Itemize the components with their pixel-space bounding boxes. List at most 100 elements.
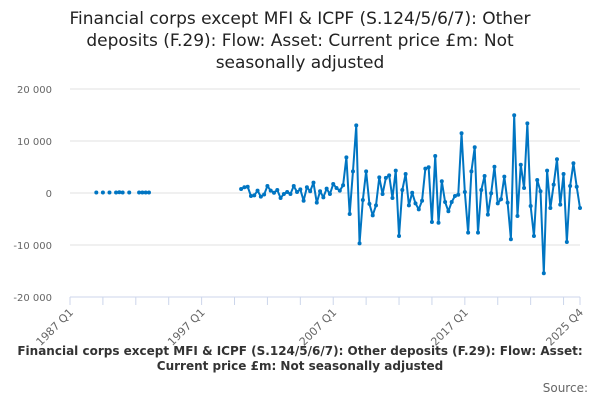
data-point — [367, 201, 372, 206]
data-point — [140, 190, 145, 195]
data-point — [285, 189, 290, 194]
data-point — [387, 173, 392, 178]
source-label: Source: — [542, 381, 588, 395]
y-tick-label: -10 000 — [13, 241, 52, 252]
data-point — [288, 192, 293, 197]
data-point — [100, 190, 105, 195]
data-point — [456, 192, 461, 197]
data-point — [268, 188, 273, 193]
data-point — [446, 209, 451, 214]
data-point — [239, 186, 244, 191]
data-point — [357, 241, 362, 246]
data-point — [406, 203, 411, 208]
data-point — [314, 200, 319, 205]
data-point — [258, 194, 263, 199]
data-point — [291, 183, 296, 188]
data-point — [380, 192, 385, 197]
data-point — [505, 200, 510, 205]
data-point — [324, 186, 329, 191]
data-point — [568, 183, 573, 188]
data-point — [295, 189, 300, 194]
data-point — [469, 169, 474, 174]
data-point — [94, 190, 99, 195]
data-point — [443, 199, 448, 204]
data-point — [558, 202, 563, 207]
data-point — [522, 186, 527, 191]
data-point — [344, 155, 349, 160]
data-point — [482, 173, 487, 178]
data-point — [502, 174, 507, 179]
data-point — [281, 192, 286, 197]
data-point — [311, 180, 316, 185]
data-point — [449, 199, 454, 204]
data-point — [360, 198, 365, 203]
data-point — [466, 230, 471, 235]
data-point — [321, 195, 326, 200]
data-point — [499, 197, 504, 202]
data-point — [107, 190, 112, 195]
data-point — [492, 164, 497, 169]
data-point — [318, 189, 323, 194]
data-point — [397, 234, 402, 239]
data-point — [489, 191, 494, 196]
data-point — [410, 190, 415, 195]
x-tick-label: 2007 Q1 — [297, 306, 340, 349]
data-point — [574, 184, 579, 189]
data-point — [304, 185, 309, 190]
data-point — [117, 190, 122, 195]
data-point — [114, 190, 119, 195]
y-tick-label: 20 000 — [17, 85, 52, 96]
data-point — [341, 183, 346, 188]
data-point — [525, 121, 530, 126]
data-point — [331, 182, 336, 187]
data-point — [426, 165, 431, 170]
x-tick-label: 1997 Q1 — [165, 306, 208, 349]
data-point — [564, 239, 569, 244]
data-point — [364, 169, 369, 174]
data-point — [370, 213, 375, 218]
data-point — [337, 188, 342, 193]
data-point — [272, 190, 276, 195]
data-point — [541, 271, 546, 276]
data-point — [571, 161, 576, 166]
y-tick-label: 0 — [46, 189, 52, 200]
x-tick-label: 1987 Q1 — [34, 306, 77, 349]
y-tick-label: -20 000 — [13, 293, 52, 304]
data-point — [548, 205, 553, 210]
data-point — [255, 188, 260, 193]
data-point — [495, 201, 500, 206]
data-point — [127, 190, 132, 195]
data-point — [479, 187, 484, 192]
data-point — [538, 189, 543, 194]
data-point — [242, 185, 247, 190]
data-point — [518, 162, 523, 167]
data-point — [334, 186, 339, 191]
data-point — [262, 192, 267, 197]
data-point — [278, 195, 283, 200]
data-point — [485, 212, 490, 217]
data-point — [383, 175, 388, 180]
x-tick-label: 2017 Q1 — [428, 306, 471, 349]
data-point — [535, 178, 540, 182]
data-point — [248, 194, 253, 199]
data-point — [545, 168, 550, 173]
data-point — [413, 201, 418, 206]
data-point — [393, 168, 398, 173]
data-point — [374, 203, 378, 208]
data-point — [120, 190, 125, 195]
data-point — [561, 172, 566, 177]
x-tick-label: 2025 Q4 — [544, 306, 587, 349]
data-point — [512, 113, 517, 118]
data-point — [452, 194, 457, 199]
data-point — [459, 131, 464, 136]
data-point — [137, 190, 142, 195]
data-point — [551, 182, 556, 187]
data-point — [265, 183, 270, 188]
data-point — [515, 213, 520, 218]
data-point — [390, 195, 395, 200]
data-point — [252, 193, 257, 198]
data-point — [354, 123, 359, 128]
gridlines — [70, 88, 580, 246]
legend-label: Financial corps except MFI & ICPF (S.124… — [17, 344, 583, 373]
